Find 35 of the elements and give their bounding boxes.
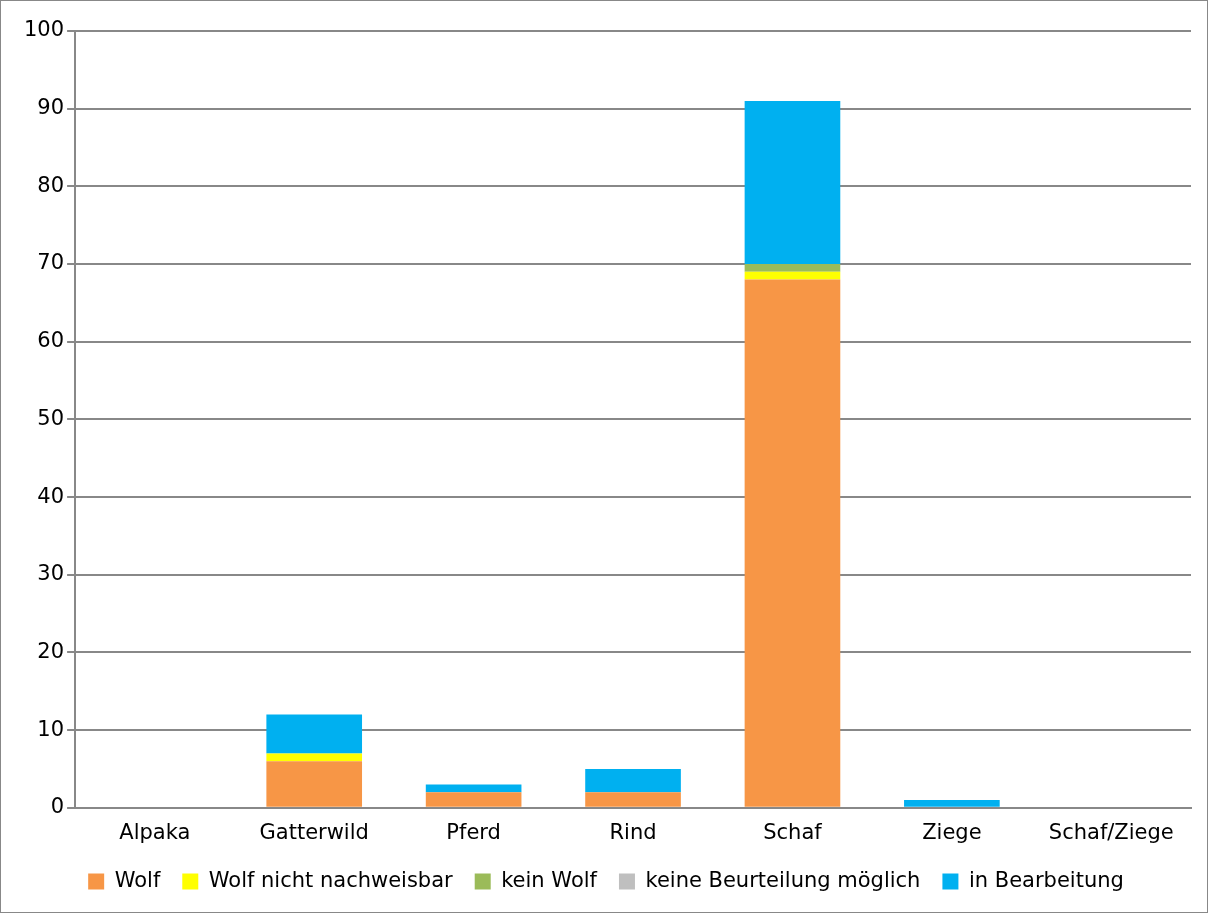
y-tick-label: 80 bbox=[37, 172, 65, 197]
y-tick-label: 100 bbox=[23, 17, 65, 42]
y-tick-label: 20 bbox=[37, 638, 65, 663]
bar bbox=[266, 761, 363, 807]
x-tick-label: Pferd bbox=[446, 819, 501, 844]
legend-label: kein Wolf bbox=[501, 867, 598, 892]
legend-label: Wolf nicht nachweisbar bbox=[208, 867, 454, 892]
legend-label: in Bearbeitung bbox=[968, 867, 1124, 892]
x-tick-label: Schaf/Ziege bbox=[1048, 819, 1174, 844]
y-tick-label: 70 bbox=[37, 250, 65, 275]
legend-label: keine Beurteilung möglich bbox=[645, 867, 921, 892]
x-tick-label: Rind bbox=[609, 819, 657, 844]
x-tick-label: Alpaka bbox=[119, 819, 191, 844]
y-tick-label: 40 bbox=[37, 483, 65, 508]
x-tick-label: Gatterwild bbox=[259, 819, 369, 844]
bar bbox=[425, 784, 522, 793]
y-tick-label: 0 bbox=[50, 794, 65, 819]
bar bbox=[744, 271, 841, 280]
legend-label: Wolf bbox=[114, 867, 161, 892]
bar bbox=[744, 264, 841, 272]
y-tick-label: 50 bbox=[37, 405, 65, 430]
y-tick-label: 30 bbox=[37, 561, 65, 586]
x-tick-label: Schaf bbox=[763, 819, 823, 844]
y-tick-label: 10 bbox=[37, 716, 65, 741]
bar bbox=[904, 800, 1000, 807]
bar bbox=[266, 714, 363, 754]
bar bbox=[585, 792, 681, 807]
bar bbox=[425, 792, 522, 807]
bar bbox=[744, 279, 841, 807]
bar bbox=[744, 100, 841, 265]
y-tick-label: 90 bbox=[37, 95, 65, 120]
x-tick-label: Ziege bbox=[922, 819, 982, 844]
bar bbox=[266, 753, 363, 762]
y-tick-label: 60 bbox=[37, 328, 65, 353]
bar bbox=[585, 768, 681, 793]
